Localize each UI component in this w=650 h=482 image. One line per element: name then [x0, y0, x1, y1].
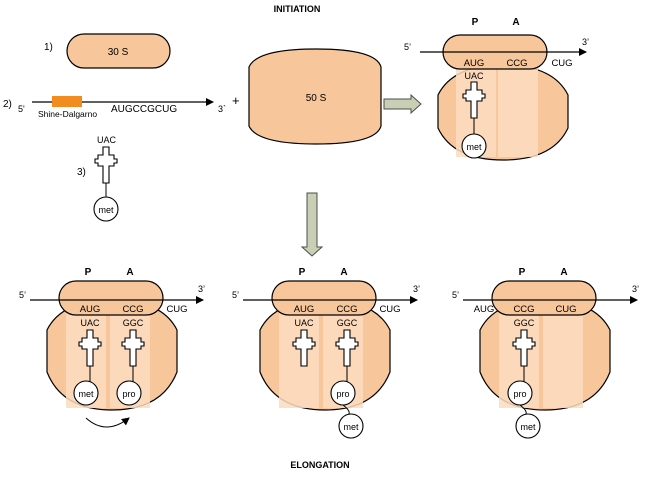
codon-ccg: CCG: [506, 58, 527, 69]
panel3-met-icon: [515, 413, 541, 439]
arrow-down: [300, 192, 324, 257]
panel2-codon-aug: AUG: [294, 304, 315, 315]
panel2-met-icon: [338, 413, 364, 439]
panel1-met-icon: [73, 380, 99, 406]
large-subunit-label: 50 S: [306, 93, 327, 104]
complex-mrna-3-prime: 3’: [582, 37, 589, 47]
elongation-panel-2: P A 5’ 3’ AUG CCG CUG UAC GGC pro met: [232, 267, 420, 439]
panel1-pro-icon: [116, 380, 142, 406]
panel2-5-prime: 5’: [232, 290, 239, 300]
anticodon-uac: UAC: [464, 71, 484, 81]
small-subunit-30s: [66, 33, 171, 69]
panel3-codon-ccg: CCG: [513, 304, 534, 315]
panel2-codon-cug: CUG: [379, 304, 400, 315]
panel2-anticodon-ggc: GGC: [337, 318, 358, 328]
elongation-panel-1: P A 5’ 3’ AUG CCG CUG UAC GGC met pro: [19, 267, 205, 428]
panel2-p-channel: [279, 298, 319, 408]
trna-anticodon: UAC: [97, 135, 117, 145]
panel1-met-label: met: [78, 389, 94, 399]
panel1-pro-label: pro: [122, 389, 135, 399]
methionine-label: met: [98, 205, 114, 215]
codon-cug: CUG: [551, 58, 572, 69]
plus-sign: +: [232, 93, 240, 108]
panel2-anticodon-uac: UAC: [294, 318, 314, 328]
met-label: met: [466, 142, 482, 152]
codon-aug: AUG: [464, 58, 485, 69]
panel3-p-label: P: [519, 267, 526, 278]
complex-mrna-5-prime: 5’: [404, 42, 411, 52]
panel2-met-label: met: [343, 422, 359, 432]
panel3-anticodon-ggc: GGC: [514, 318, 535, 328]
panel1-3-prime: 3’: [198, 284, 205, 294]
elongation-title: ELONGATION: [290, 460, 349, 470]
shine-dalgarno-label: Shine-Dalgarno: [38, 109, 97, 119]
panel2-codon-ccg: CCG: [336, 304, 357, 315]
panel2-p-label: P: [299, 267, 306, 278]
panel1-codon-aug: AUG: [80, 304, 101, 315]
panel3-a-channel: [543, 298, 583, 408]
large-subunit-50s: [248, 48, 382, 145]
initiator-trna-icon: [94, 146, 118, 184]
mrna-sequence: AUGCCGCUG: [111, 104, 177, 115]
panel1-anticodon-ggc: GGC: [123, 318, 144, 328]
panel3-codon-aug: AUG: [474, 304, 495, 315]
mrna-5-prime: 5': [18, 104, 25, 114]
panel3-3-prime: 3’: [632, 284, 639, 294]
step-1-label: 1): [44, 42, 53, 53]
panel1-small-subunit: [58, 280, 164, 316]
panel3-small-subunit: [491, 280, 597, 316]
initiation-title: INITIATION: [274, 4, 321, 14]
panel3-codon-cug: CUG: [555, 304, 576, 315]
a-site-channel: [498, 62, 538, 157]
shine-dalgarno-box: [52, 96, 82, 107]
panel1-anticodon-uac: UAC: [80, 318, 100, 328]
peptidyl-transfer-arrow: [85, 417, 130, 428]
panel2-small-subunit: [271, 280, 377, 316]
p-site-label: P: [472, 17, 479, 28]
panel2-3-prime: 3’: [413, 284, 420, 294]
methionine-icon: [93, 196, 119, 222]
panel2-pro-label: pro: [336, 389, 349, 399]
met-icon: [461, 133, 487, 159]
arrow-right: [383, 93, 422, 115]
mrna-3-prime: 3`: [218, 104, 226, 114]
initiation-complex: P A 5’ 3’ AUG CCG CUG UAC met: [404, 17, 589, 161]
step-3-label: 3): [77, 167, 86, 178]
panel1-p-label: P: [85, 267, 92, 278]
panel2-a-label: A: [340, 267, 347, 278]
panel3-a-label: A: [560, 267, 567, 278]
small-subunit-label: 30 S: [108, 47, 129, 58]
panel1-5-prime: 5’: [19, 290, 26, 300]
a-site-label: A: [512, 17, 519, 28]
panel1-codon-ccg: CCG: [122, 304, 143, 315]
panel3-5-prime: 5’: [452, 290, 459, 300]
panel1-a-label: A: [126, 267, 133, 278]
step-2-label: 2): [3, 99, 12, 110]
elongation-panel-3: P A 5’ 3’ AUG CCG CUG GGC pro met: [452, 267, 639, 439]
panel1-codon-cug: CUG: [166, 304, 187, 315]
panel3-pro-label: pro: [513, 389, 526, 399]
panel3-met-label: met: [520, 422, 536, 432]
